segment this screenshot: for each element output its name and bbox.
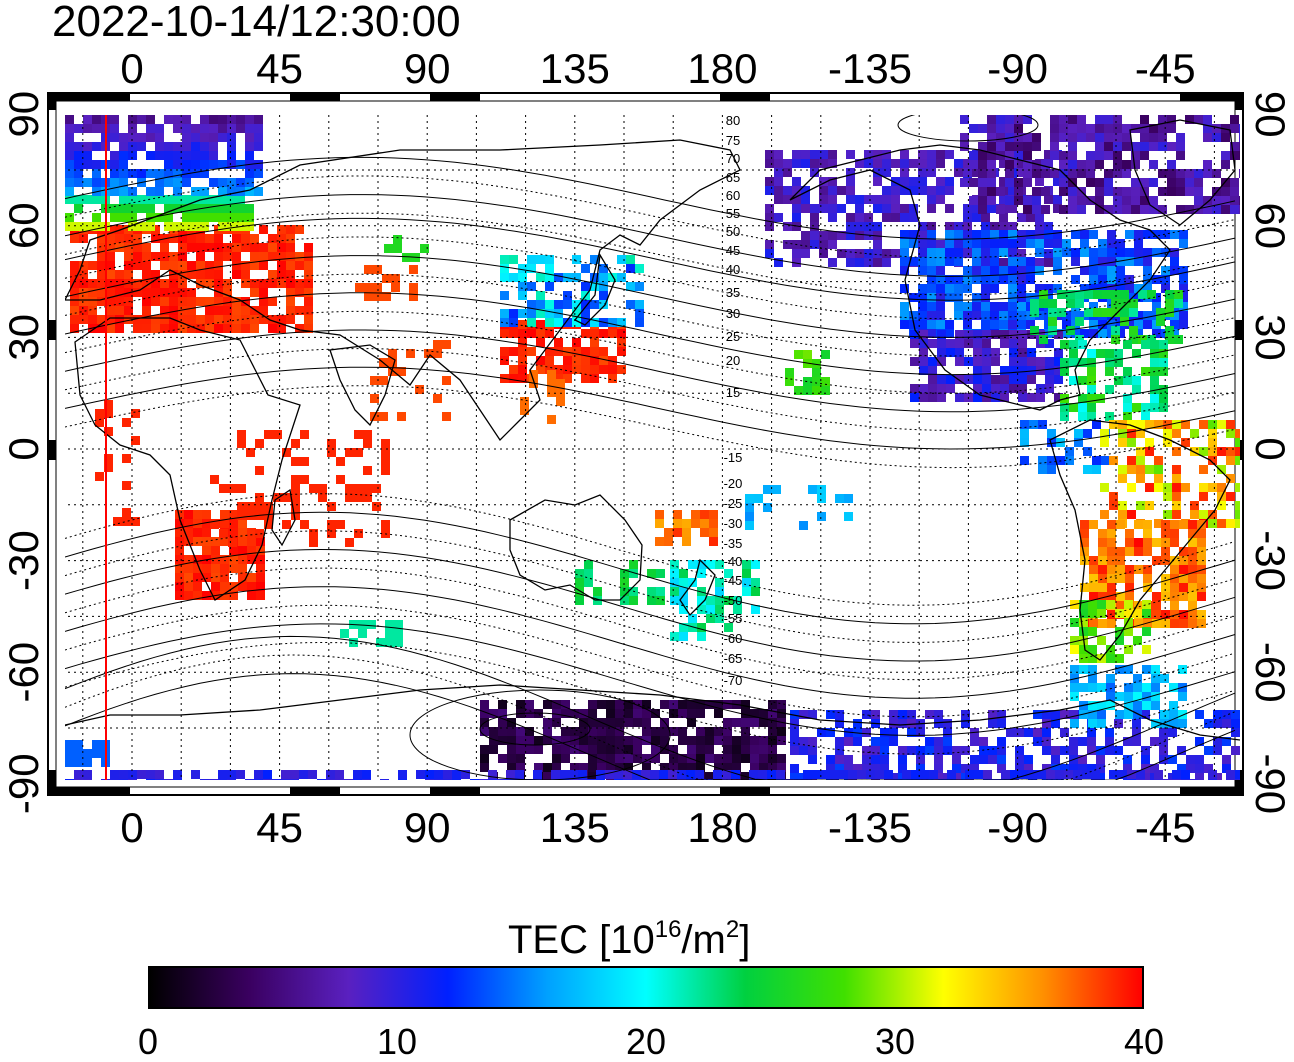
mlat-label: 25 — [726, 329, 740, 344]
colorbar-tick-label: 30 — [875, 1021, 916, 1062]
mlat-label: 75 — [726, 133, 740, 148]
longitude-ticks-bottom: 0 45 90 135 180 -135 -90 -45 — [120, 804, 1195, 851]
lat-tick-left-label: 30 — [0, 314, 47, 361]
mlat-label: 30 — [726, 306, 740, 321]
lon-tick-bottom-label: -45 — [1135, 804, 1196, 851]
lat-tick-right-label: -60 — [1247, 642, 1294, 703]
lat-tick-left-label: 60 — [0, 202, 47, 249]
mlat-label: 15 — [726, 385, 740, 400]
lon-tick-bottom-label: 0 — [120, 804, 143, 851]
colorbar-tick-label: 20 — [626, 1021, 667, 1062]
mlat-label: 40 — [726, 262, 740, 277]
mlat-label: -35 — [724, 536, 743, 551]
lat-tick-right-label: -30 — [1247, 530, 1294, 591]
mlat-label: 20 — [726, 353, 740, 368]
lat-tick-left-label: 0 — [0, 437, 47, 460]
grid-lines — [65, 115, 1235, 780]
lon-tick-bottom-label: -90 — [987, 804, 1048, 851]
lon-tick-top-label: 0 — [120, 45, 143, 92]
lon-tick-bottom-label: 45 — [256, 804, 303, 851]
mlat-label: -55 — [724, 611, 743, 626]
latitude-ticks-right: 90 60 30 0 -30 -60 -90 — [1247, 91, 1294, 814]
mlat-label: -65 — [724, 651, 743, 666]
lat-tick-right-label: 0 — [1247, 437, 1294, 460]
lon-tick-bottom-label: -135 — [828, 804, 912, 851]
lat-tick-right-label: 90 — [1247, 91, 1294, 138]
lon-tick-bottom-label: 90 — [404, 804, 451, 851]
lon-tick-top-label: 90 — [404, 45, 451, 92]
lon-tick-top-label: 135 — [540, 45, 610, 92]
lat-tick-left-label: 90 — [0, 91, 47, 138]
lon-tick-top-label: 45 — [256, 45, 303, 92]
mlat-label: -25 — [724, 496, 743, 511]
lon-tick-bottom-label: 135 — [540, 804, 610, 851]
coastline-layer — [65, 119, 1240, 741]
mlat-label: -70 — [724, 673, 743, 688]
mlat-label: 55 — [726, 206, 740, 221]
lat-tick-left-label: -90 — [0, 753, 47, 814]
map-timestamp: 2022-10-14/12:30:00 — [52, 0, 461, 46]
mlat-label: -60 — [724, 631, 743, 646]
longitude-ticks-top: 0 45 90 135 180 -135 -90 -45 — [120, 45, 1195, 92]
lat-tick-right-label: 60 — [1247, 202, 1294, 249]
colorbar-title: TEC [1016/m2] — [508, 916, 751, 962]
mlat-label: 80 — [726, 113, 740, 128]
mlat-label: 65 — [726, 170, 740, 185]
lat-tick-left-label: -60 — [0, 642, 47, 703]
mlat-label: -40 — [724, 554, 743, 569]
lon-tick-top-label: 180 — [687, 45, 757, 92]
mlat-label: 60 — [726, 188, 740, 203]
mlat-label: -30 — [724, 516, 743, 531]
mlat-label: -20 — [724, 476, 743, 491]
magnetic-latitude-contours — [65, 115, 1236, 780]
lon-tick-top-label: -90 — [987, 45, 1048, 92]
mlat-label: -15 — [724, 450, 743, 465]
mlat-label: 50 — [726, 224, 740, 239]
lat-tick-right-label: 30 — [1247, 314, 1294, 361]
lon-tick-bottom-label: 180 — [687, 804, 757, 851]
colorbar-tick-label: 40 — [1124, 1021, 1165, 1062]
lon-tick-top-label: -45 — [1135, 45, 1196, 92]
tec-map: 80 75 70 65 60 55 50 45 40 35 30 25 20 15 -15 -20 -25 -30… — [0, 45, 1294, 851]
lat-tick-left-label: -30 — [0, 530, 47, 591]
mlat-label: 45 — [726, 243, 740, 258]
mlat-label: -50 — [724, 593, 743, 608]
lat-tick-right-label: -90 — [1247, 753, 1294, 814]
colorbar-tick-label: 0 — [138, 1021, 159, 1062]
mlat-label: -45 — [724, 573, 743, 588]
colorbar — [148, 966, 1144, 1009]
mlat-label: 70 — [726, 151, 740, 166]
lon-tick-top-label: -135 — [828, 45, 912, 92]
frame-ticks — [48, 93, 1243, 795]
mlat-label: 35 — [726, 285, 740, 300]
magnetic-latitude-labels: 80 75 70 65 60 55 50 45 40 35 30 25 20 15 -15 -20 -25 -30… — [724, 113, 743, 688]
colorbar-tick-label: 10 — [377, 1021, 418, 1062]
latitude-ticks-left: 90 60 30 0 -30 -60 -90 — [0, 91, 47, 814]
